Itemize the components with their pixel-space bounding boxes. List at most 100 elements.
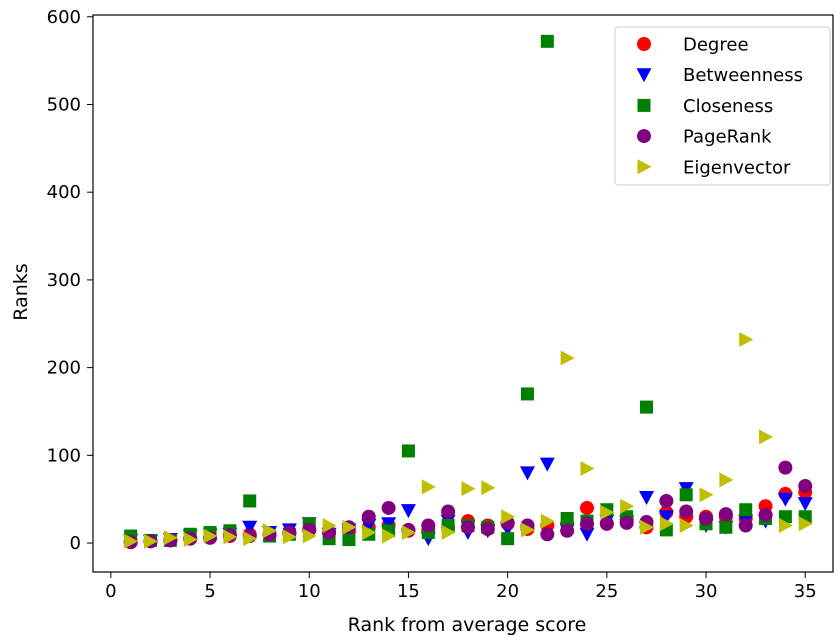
pagerank-point [480, 522, 495, 537]
y-tick-label: 500 [47, 94, 81, 115]
eigenvector-point [362, 525, 377, 541]
pagerank-point [361, 509, 376, 524]
x-tick-label: 35 [794, 581, 817, 602]
y-tick-label: 600 [47, 7, 81, 28]
legend-label: Betweenness [683, 65, 803, 86]
x-axis-ticks: 0 5 10 15 20 25 30 35 [105, 572, 817, 602]
pagerank-point [798, 479, 813, 494]
pagerank-point [421, 518, 436, 533]
legend-marker-eigenvector [637, 159, 652, 175]
closeness-point [719, 520, 733, 534]
eigenvector-point [144, 533, 159, 549]
betweenness-point [539, 457, 555, 472]
eigenvector-point [342, 519, 357, 535]
data-markers [123, 34, 813, 550]
y-axis-label: Ranks [10, 263, 32, 320]
eigenvector-point [679, 518, 694, 534]
eigenvector-point [421, 479, 436, 495]
closeness-point [501, 532, 515, 546]
x-axis-label: Rank from average score [348, 614, 587, 636]
eigenvector-point [501, 509, 516, 525]
legend-marker-betweenness [636, 68, 652, 83]
legend-marker-pagerank [637, 129, 651, 144]
pagerank-point [758, 507, 773, 522]
pagerank-point [778, 460, 793, 475]
pagerank-point [619, 515, 634, 530]
eigenvector-point [282, 529, 297, 545]
x-tick-label: 20 [496, 581, 519, 602]
eigenvector-point [481, 480, 496, 496]
plot-frame [92, 14, 834, 573]
legend-marker-degree [637, 37, 651, 51]
pagerank-point [738, 518, 753, 533]
legend-label: Degree [683, 35, 749, 56]
pagerank-point [679, 504, 694, 519]
eigenvector-point [322, 518, 337, 534]
closeness-point [342, 533, 356, 547]
pagerank-point [718, 507, 733, 522]
y-tick-label: 300 [47, 270, 81, 291]
eigenvector-point [620, 498, 635, 514]
eigenvector-point [302, 528, 317, 544]
eigenvector-point [183, 532, 198, 548]
x-tick-label: 30 [695, 581, 718, 602]
pagerank-point [441, 504, 456, 519]
legend: Degree Betweenness Closeness PageRank Eigenv… [614, 26, 831, 186]
eigenvector-point [461, 481, 476, 497]
x-tick-label: 5 [204, 581, 215, 602]
closeness-point [540, 34, 554, 48]
betweenness-point [658, 510, 674, 525]
eigenvector-point [600, 504, 615, 520]
eigenvector-point [699, 487, 714, 503]
y-axis-ticks: 0 100 200 300 400 500 600 [47, 7, 93, 554]
betweenness-point [400, 504, 416, 519]
legend-label: Eigenvector [683, 157, 791, 178]
eigenvector-point [640, 519, 655, 535]
pagerank-point [560, 523, 575, 538]
betweenness-point [639, 490, 655, 505]
x-tick-label: 10 [298, 581, 321, 602]
y-tick-label: 400 [47, 182, 81, 203]
betweenness-point [242, 520, 258, 535]
closeness-point [520, 387, 534, 401]
betweenness-point [797, 497, 813, 512]
pagerank-point [659, 493, 674, 508]
y-tick-label: 100 [47, 445, 81, 466]
y-tick-label: 200 [47, 358, 81, 379]
betweenness-point [579, 527, 595, 542]
eigenvector-point [759, 429, 774, 445]
x-tick-label: 0 [105, 581, 116, 602]
eigenvector-point [401, 525, 416, 541]
x-tick-label: 15 [397, 581, 420, 602]
eigenvector-point [739, 332, 754, 348]
closeness-point [401, 444, 415, 458]
degree-point [579, 500, 594, 515]
pagerank-point [599, 516, 614, 531]
eigenvector-point [243, 531, 258, 547]
eigenvector-point [719, 472, 734, 488]
eigenvector-point [520, 522, 535, 538]
eigenvector-point [659, 516, 674, 532]
eigenvector-point [382, 528, 397, 544]
eigenvector-point [798, 516, 813, 532]
eigenvector-point [263, 523, 278, 539]
closeness-point [243, 494, 257, 508]
closeness-point [739, 503, 753, 517]
eigenvector-point [778, 518, 793, 534]
eigenvector-point [163, 530, 178, 546]
legend-marker-closeness [637, 98, 651, 112]
eigenvector-point [223, 529, 238, 545]
pagerank-point [540, 527, 555, 542]
closeness-point [679, 488, 693, 502]
legend-label: PageRank [683, 127, 772, 148]
eigenvector-point [441, 525, 456, 541]
legend-box [614, 26, 831, 186]
closeness-point [640, 400, 654, 414]
eigenvector-point [203, 528, 218, 544]
closeness-point [560, 511, 574, 525]
betweenness-point [777, 492, 793, 507]
y-tick-label: 0 [70, 533, 81, 554]
x-tick-label: 25 [595, 581, 618, 602]
betweenness-point [519, 466, 535, 481]
